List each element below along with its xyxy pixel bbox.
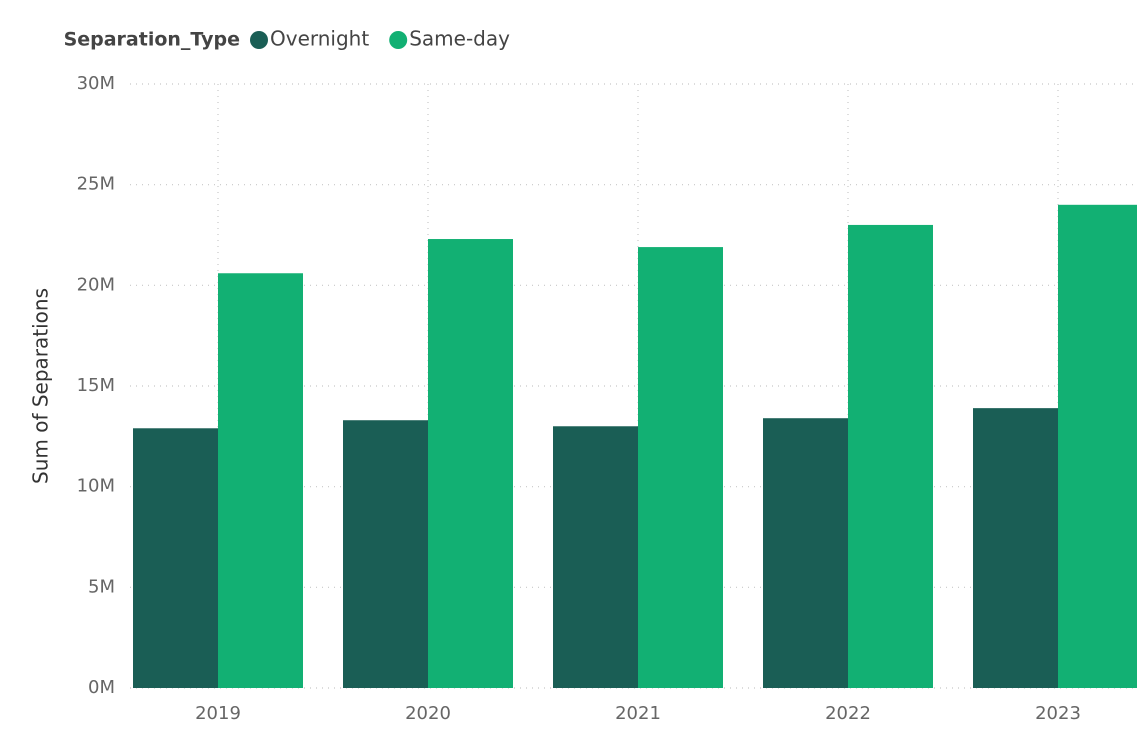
y-tick-label: 25M bbox=[77, 174, 115, 195]
y-tick-label: 15M bbox=[77, 375, 115, 396]
bar bbox=[553, 426, 638, 688]
bar bbox=[133, 428, 218, 688]
y-axis-label: Sum of Separations bbox=[29, 288, 53, 484]
bar bbox=[973, 408, 1058, 688]
bar bbox=[763, 418, 848, 688]
legend-label: Overnight bbox=[270, 27, 369, 51]
bar bbox=[428, 239, 513, 688]
y-tick-label: 10M bbox=[77, 476, 115, 497]
x-tick-label: 2022 bbox=[825, 703, 871, 724]
legend-title: Separation_Type bbox=[64, 29, 240, 51]
y-tick-label: 20M bbox=[77, 274, 115, 295]
legend-label: Same-day bbox=[409, 27, 510, 51]
x-tick-label: 2023 bbox=[1035, 703, 1081, 724]
y-tick-label: 5M bbox=[88, 576, 115, 597]
x-tick-label: 2019 bbox=[195, 703, 241, 724]
bar bbox=[1058, 204, 1137, 689]
legend-marker bbox=[250, 31, 268, 49]
bar bbox=[638, 247, 723, 688]
y-tick-label: 0M bbox=[88, 677, 115, 698]
y-tick-label: 30M bbox=[77, 73, 115, 94]
bar bbox=[218, 273, 303, 688]
bar bbox=[343, 420, 428, 688]
x-tick-label: 2021 bbox=[615, 703, 661, 724]
x-tick-label: 2020 bbox=[405, 703, 451, 724]
legend-marker bbox=[389, 31, 408, 49]
bar bbox=[848, 224, 933, 688]
